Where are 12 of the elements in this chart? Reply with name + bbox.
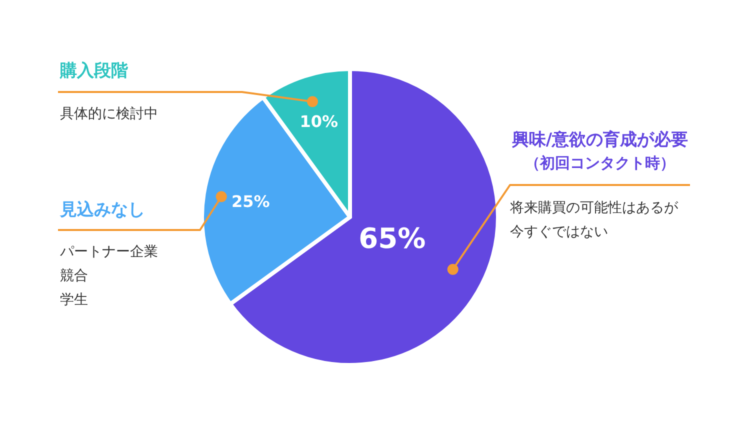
data-label: 65% (358, 222, 426, 255)
text: 具体的に検討中 (60, 106, 158, 122)
slice-label: 購入段階 (59, 61, 129, 81)
text: 将来購買の可能性はあるが (509, 200, 679, 216)
text: 学生 (60, 292, 88, 308)
slice-label: 興味/意欲の育成が必要（初回コンタクト時） (510, 129, 688, 172)
data-label: 25% (231, 192, 270, 211)
text: パートナー企業 (59, 244, 158, 260)
text: 今すぐではない (510, 224, 608, 240)
slice-label: 見込みなし (59, 200, 145, 220)
data-label: 10% (300, 112, 338, 131)
text: 競合 (60, 268, 88, 284)
